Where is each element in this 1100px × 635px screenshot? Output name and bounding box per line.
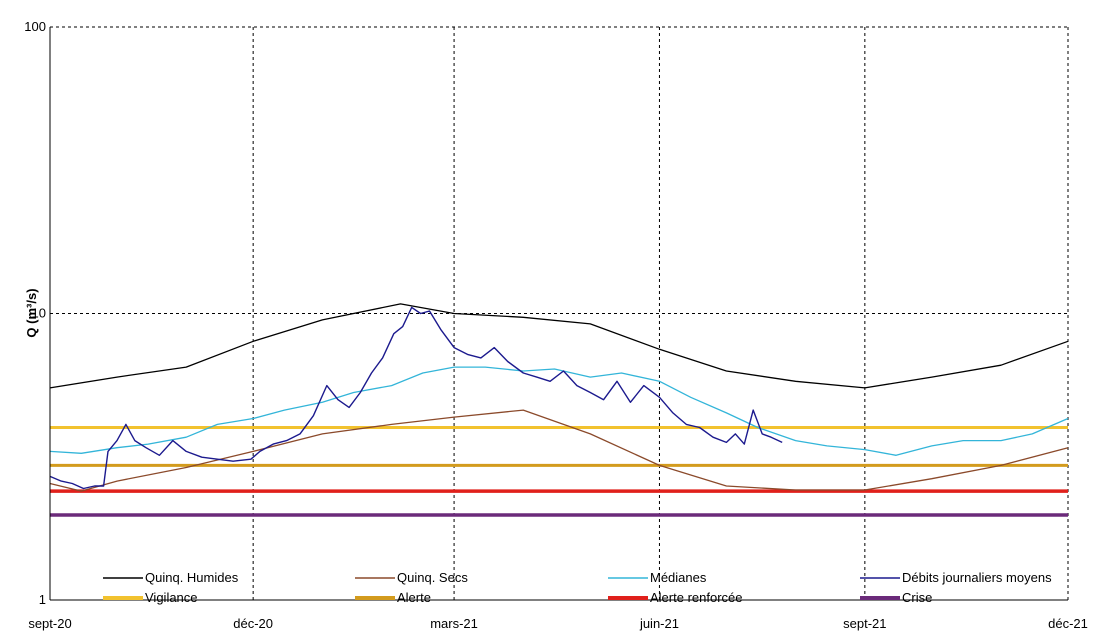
legend-label: Vigilance [145, 590, 198, 605]
x-tick-label: juin-21 [639, 616, 679, 631]
series-line-quinq-secs [49, 409, 1069, 492]
legend-label: Médianes [650, 570, 707, 585]
x-tick-label: déc-20 [233, 616, 273, 631]
series-line-quinq-humides [49, 303, 1069, 389]
axes: sept-20 déc-20 mars-21 juin-21 sept-21 déc-21… [24, 19, 1088, 631]
legend-label: Alerte [397, 590, 431, 605]
x-tick-label: sept-20 [28, 616, 71, 631]
legend: Quinq. Humides Quinq. Secs Médianes Débits … [103, 570, 1052, 605]
series-line-debits-journaliers-moyens [49, 306, 783, 490]
grid [50, 26, 1069, 600]
legend-label: Alerte renforcée [650, 590, 743, 605]
legend-label: Quinq. Secs [397, 570, 468, 585]
y-tick-label: 10 [32, 306, 46, 321]
legend-label: Quinq. Humides [145, 570, 239, 585]
y-tick-label: 100 [24, 19, 46, 34]
x-tick-label: sept-21 [843, 616, 886, 631]
legend-label: Débits journaliers moyens [902, 570, 1052, 585]
series-line-medianes [49, 366, 1069, 456]
plot-area [49, 303, 1069, 517]
x-tick-label: déc-21 [1048, 616, 1088, 631]
x-tick-label: mars-21 [430, 616, 478, 631]
y-axis-label: Q (m³/s) [24, 288, 39, 337]
legend-label: Crise [902, 590, 932, 605]
y-tick-label: 1 [39, 592, 46, 607]
